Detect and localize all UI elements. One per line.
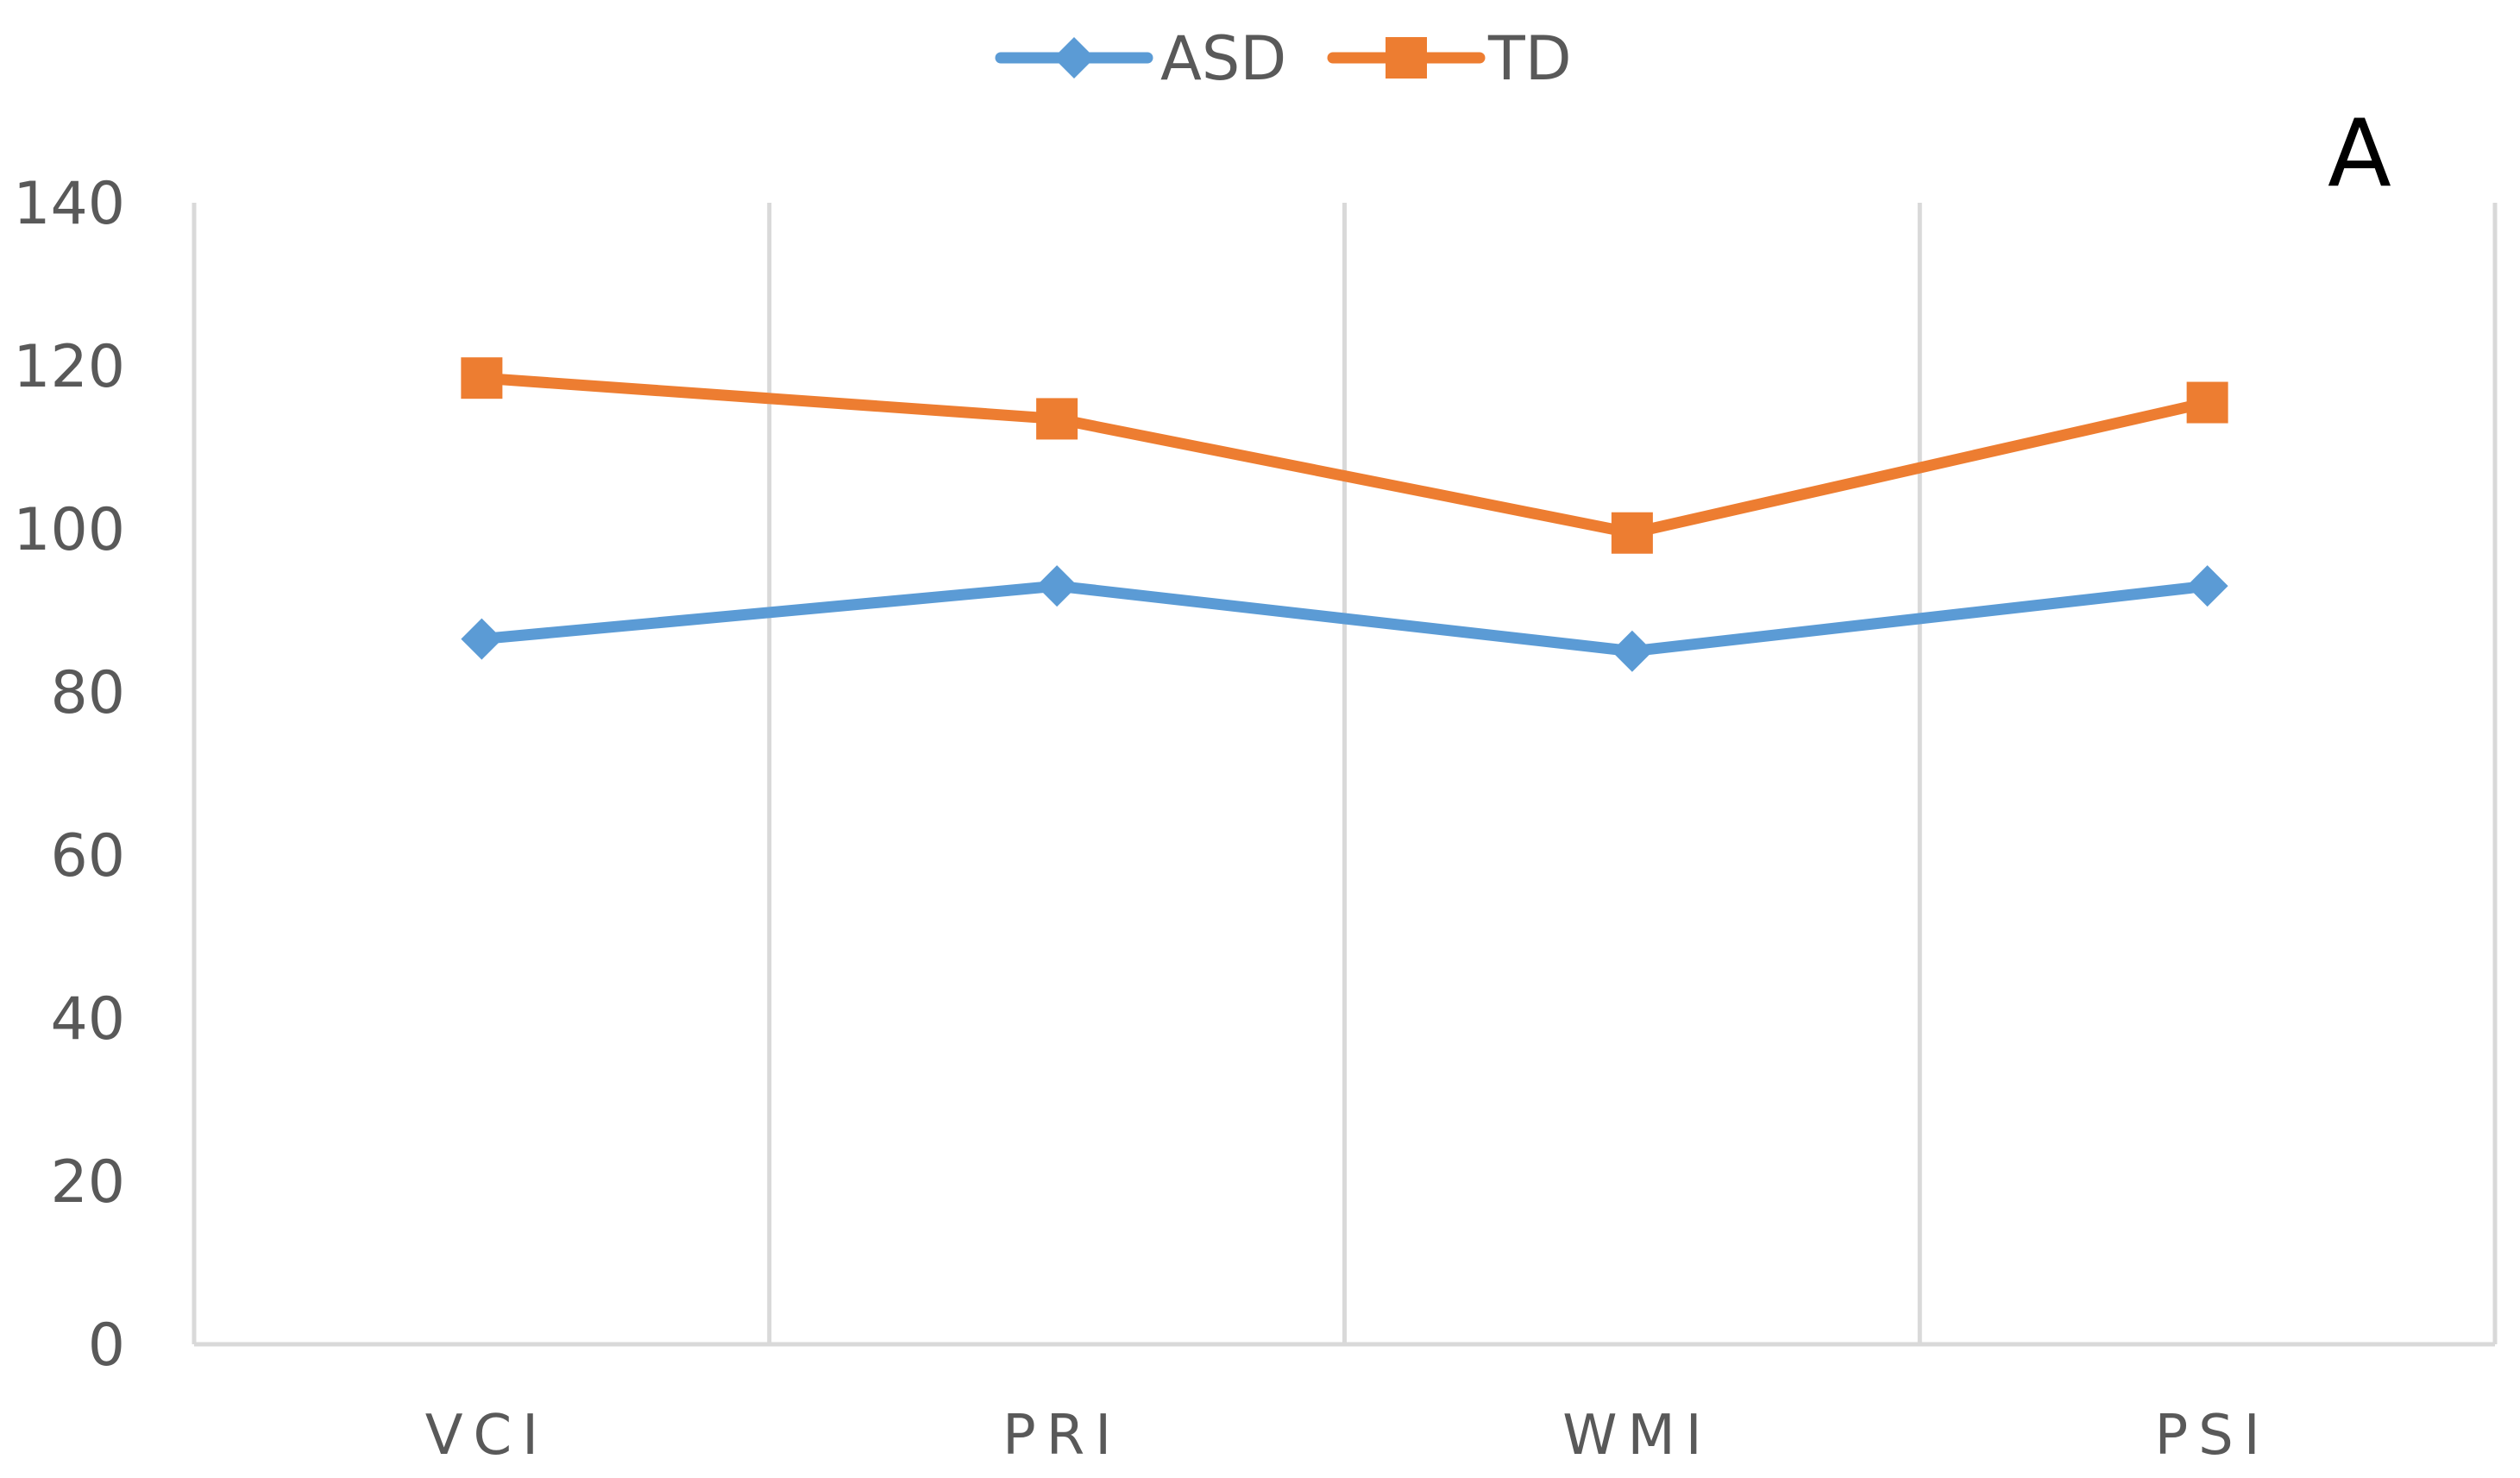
y-tick-label: 0: [88, 1311, 125, 1380]
x-tick-label: PSI: [2155, 1404, 2271, 1468]
legend-label: ASD: [1160, 23, 1286, 94]
axes: 0 20 40 60 80 100 120 140 VCI PRI WMI PSI: [13, 170, 2495, 1468]
y-tick-label: 40: [50, 985, 125, 1053]
gridlines: [192, 203, 2498, 1344]
td-point: [461, 357, 503, 399]
y-tick-label: 60: [50, 822, 125, 890]
y-tick-label: 100: [13, 496, 125, 564]
y-tick-label: 20: [50, 1148, 125, 1217]
asd-point: [1611, 630, 1653, 672]
legend-item-td: TD: [1327, 23, 1572, 94]
td-point: [2186, 381, 2228, 424]
series-asd: [461, 565, 2228, 672]
legend-marker: [1053, 37, 1095, 79]
asd-point: [1036, 565, 1078, 607]
panel-label: A: [2328, 100, 2391, 208]
td-point: [1611, 512, 1653, 554]
td-point: [1036, 398, 1078, 440]
x-tick-label: WMI: [1562, 1404, 1712, 1468]
x-tick-label: VCI: [425, 1404, 549, 1468]
y-tick-label: 140: [13, 170, 125, 238]
asd-point: [461, 618, 503, 660]
y-tick-label: 80: [50, 659, 125, 727]
series: [461, 357, 2228, 672]
y-tick-label: 120: [13, 333, 125, 401]
asd-line: [475, 580, 2214, 657]
legend: ASD TD: [995, 23, 1572, 94]
series-td: [461, 357, 2228, 554]
x-tick-label: PRI: [1002, 1404, 1122, 1468]
asd-point: [2186, 565, 2228, 607]
legend-item-asd: ASD: [995, 23, 1286, 94]
legend-label: TD: [1487, 23, 1572, 94]
legend-marker: [1386, 37, 1427, 79]
td-line: [475, 372, 2214, 539]
